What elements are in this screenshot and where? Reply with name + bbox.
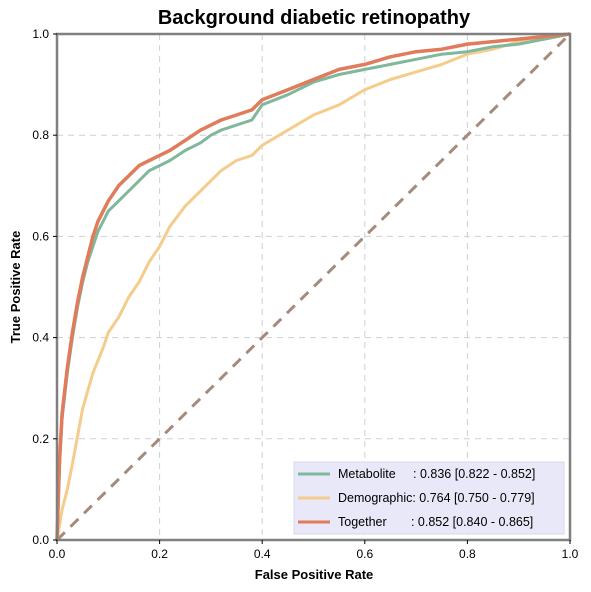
legend-label-together: Together : 0.852 [0.840 - 0.865]: [338, 515, 533, 529]
x-tick-label: 0.6: [356, 547, 373, 561]
tick-layer: 0.00.0 0.2 0.2 0.4 0.4 0.6 0.6 0.8 0.8 1.0 1.0: [32, 27, 578, 561]
y-axis-label: True Positive Rate: [8, 231, 23, 344]
x-tick-label: 1.0: [562, 547, 579, 561]
series-line-together: [55, 32, 571, 541]
legend-label-metabolite: Metabolite : 0.836 [0.822 - 0.852]: [338, 467, 535, 481]
legend-box: [293, 461, 565, 535]
series-layer: [55, 32, 571, 541]
x-tick-label: 0.2: [151, 547, 168, 561]
legend-label-demographic: Demographic: 0.764 [0.750 - 0.779]: [338, 491, 535, 505]
legend: Metabolite : 0.836 [0.822 - 0.852] Demogr…: [293, 461, 565, 535]
x-tick-label: 0.8: [459, 547, 476, 561]
chance-diagonal-line: [55, 32, 572, 542]
y-tick-label: 0.2: [32, 432, 49, 446]
grid-layer: [57, 34, 570, 540]
y-tick-label: 1.0: [32, 27, 49, 41]
series-line-demographic: [55, 32, 571, 541]
y-tick-label: 0.8: [32, 128, 49, 142]
x-tick-label: 0.4: [254, 547, 271, 561]
plot-frame: [55, 32, 572, 542]
chart-title: Background diabetic retinopathy: [158, 7, 471, 29]
x-tick-label: 0.0: [49, 547, 66, 561]
reference-layer: [55, 32, 572, 542]
x-axis-label: False Positive Rate: [255, 567, 374, 582]
y-tick-label: 0.6: [32, 229, 49, 243]
y-tick-label: 0.0: [32, 533, 49, 547]
y-tick-label: 0.4: [32, 331, 49, 345]
